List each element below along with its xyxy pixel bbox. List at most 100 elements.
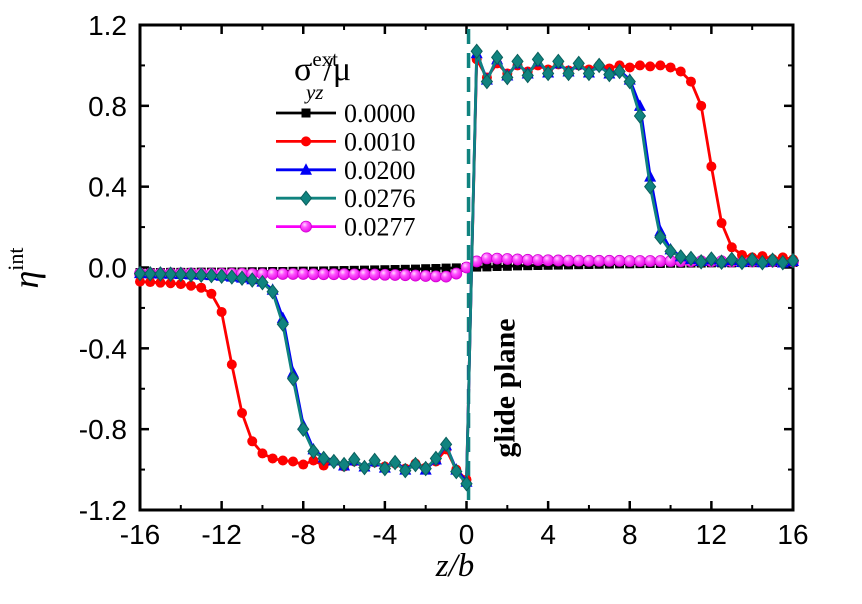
marker-ball bbox=[501, 253, 514, 265]
marker-square bbox=[441, 263, 451, 273]
marker-ball bbox=[583, 254, 595, 267]
marker-circle bbox=[206, 288, 217, 299]
marker-diamond bbox=[419, 460, 432, 477]
marker-circle bbox=[216, 306, 227, 317]
marker-ball bbox=[378, 268, 391, 281]
marker-diamond bbox=[786, 252, 800, 269]
marker-square bbox=[410, 264, 420, 274]
marker-diamond bbox=[470, 43, 483, 60]
marker-diamond bbox=[184, 266, 198, 283]
marker-diamond bbox=[317, 450, 330, 467]
marker-ball bbox=[613, 254, 626, 267]
marker-diamond bbox=[695, 254, 708, 270]
marker-circle bbox=[267, 453, 278, 464]
marker-circle bbox=[226, 359, 237, 370]
legend-label: 0.0200 bbox=[344, 156, 416, 185]
marker-ball bbox=[634, 255, 646, 267]
marker-ball bbox=[266, 268, 279, 280]
marker-circle bbox=[288, 456, 299, 467]
marker-circle bbox=[247, 436, 258, 447]
marker-diamond bbox=[235, 270, 249, 287]
marker-ball bbox=[358, 268, 371, 281]
marker-diamond bbox=[276, 316, 289, 332]
marker-diamond bbox=[399, 462, 412, 479]
x-tick-label: 0 bbox=[459, 519, 475, 550]
marker-ball bbox=[348, 268, 361, 281]
marker-ball bbox=[511, 253, 524, 266]
marker-diamond bbox=[307, 443, 320, 460]
marker-circle bbox=[175, 279, 186, 290]
marker-diamond bbox=[766, 252, 779, 269]
marker-ball bbox=[572, 254, 585, 267]
legend-label: 0.0010 bbox=[344, 127, 416, 156]
marker-diamond bbox=[705, 251, 718, 267]
marker-ball bbox=[409, 269, 422, 282]
marker-diamond bbox=[633, 108, 647, 124]
marker-circle bbox=[165, 278, 176, 289]
marker-diamond bbox=[511, 53, 524, 70]
marker-diamond bbox=[195, 267, 208, 283]
marker-circle bbox=[655, 60, 666, 71]
marker-triangle bbox=[644, 170, 657, 182]
marker-diamond bbox=[684, 250, 698, 267]
legend-entry-0.0010: 0.0010 bbox=[276, 127, 416, 156]
marker-diamond bbox=[327, 453, 340, 470]
marker-diamond bbox=[409, 456, 422, 473]
marker-circle bbox=[716, 218, 727, 229]
marker-ball bbox=[552, 254, 565, 267]
x-tick-label: 16 bbox=[777, 519, 808, 550]
marker-diamond bbox=[337, 456, 351, 473]
x-tick-label: -12 bbox=[201, 519, 241, 550]
x-axis-label: z/b bbox=[435, 548, 475, 584]
marker-ball bbox=[307, 268, 320, 281]
marker-circle bbox=[665, 62, 676, 73]
marker-diamond bbox=[133, 265, 147, 282]
y-axis-label-base: η bbox=[6, 271, 46, 289]
marker-ball bbox=[287, 268, 299, 280]
x-tick-label: -16 bbox=[120, 519, 160, 550]
marker-diamond bbox=[348, 451, 361, 468]
y-tick-label: 1.2 bbox=[88, 10, 127, 41]
y-tick-label: -0.8 bbox=[79, 414, 127, 445]
marker-ball bbox=[603, 254, 616, 267]
marker-circle bbox=[675, 66, 686, 77]
marker-diamond bbox=[429, 450, 443, 467]
legend-entry-0.0000: 0.0000 bbox=[276, 99, 416, 128]
marker-diamond bbox=[439, 436, 453, 453]
marker-diamond bbox=[674, 249, 687, 265]
x-tick-label: -8 bbox=[291, 519, 316, 550]
marker-circle bbox=[726, 242, 737, 253]
marker-ball bbox=[562, 254, 575, 267]
marker-circle bbox=[145, 277, 156, 288]
marker-diamond bbox=[368, 452, 381, 469]
marker-diamond bbox=[562, 65, 575, 82]
marker-diamond bbox=[623, 73, 636, 90]
marker-square bbox=[301, 108, 311, 118]
marker-ball bbox=[450, 267, 463, 280]
marker-circle bbox=[298, 459, 309, 470]
marker-diamond bbox=[164, 266, 177, 282]
marker-circle bbox=[634, 60, 645, 71]
marker-diamond bbox=[572, 55, 585, 72]
marker-ball bbox=[429, 270, 442, 283]
marker-diamond bbox=[725, 251, 738, 268]
y-axis: -1.2 -0.8 -0.4 0.0 0.4 0.8 1.2 bbox=[79, 10, 793, 526]
marker-ball bbox=[654, 255, 667, 267]
marker-ball bbox=[623, 255, 636, 267]
marker-circle bbox=[301, 136, 311, 147]
legend-title-sup: ext bbox=[312, 47, 338, 71]
y-tick-label: -0.4 bbox=[79, 333, 127, 364]
marker-square bbox=[513, 261, 523, 271]
marker-square bbox=[421, 264, 431, 274]
marker-diamond bbox=[388, 454, 402, 471]
y-axis-label: ηint bbox=[3, 247, 46, 288]
marker-ball bbox=[532, 254, 544, 266]
marker-diamond bbox=[593, 57, 606, 74]
x-tick-label: 4 bbox=[540, 519, 556, 550]
marker-diamond bbox=[225, 269, 238, 285]
marker-diamond bbox=[246, 272, 259, 288]
legend-title: σext yz/μ bbox=[294, 47, 351, 104]
marker-circle bbox=[624, 62, 635, 73]
